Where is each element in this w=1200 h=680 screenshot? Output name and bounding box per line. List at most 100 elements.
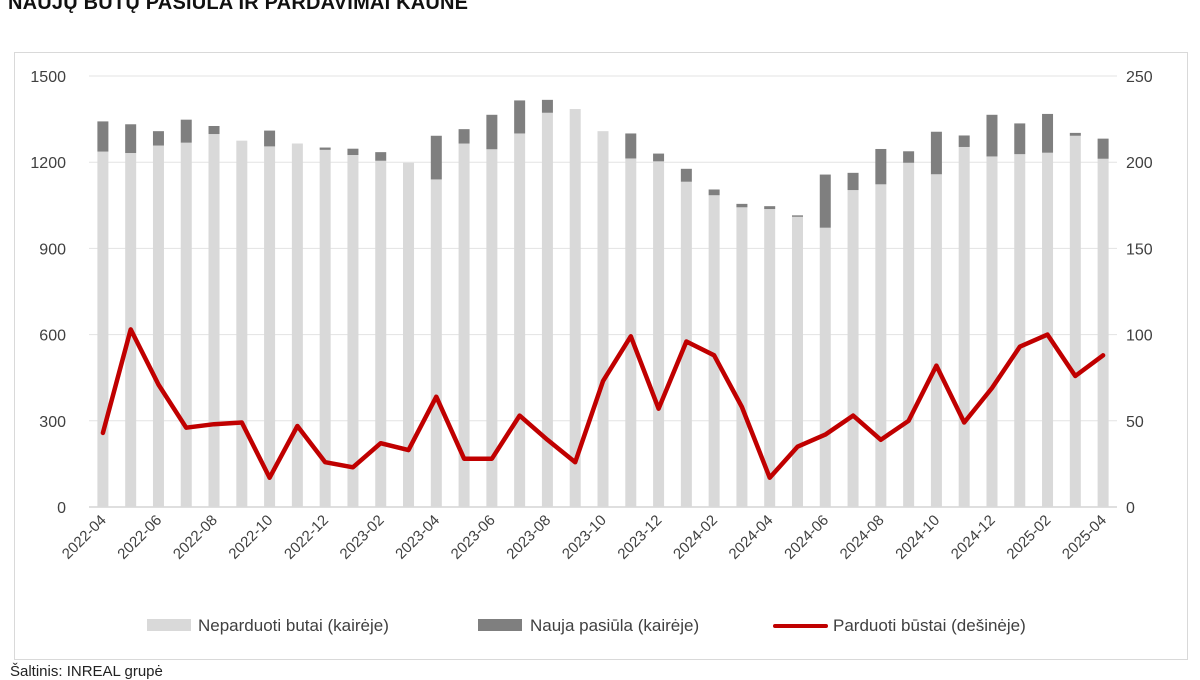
y-axis-right: 0 50 100 150 200 250 <box>1126 69 1153 517</box>
bar-unsold <box>541 112 553 508</box>
bar-unsold <box>208 134 220 508</box>
bar-new-offer <box>653 153 665 162</box>
bar-new-offer <box>764 206 776 210</box>
bar-unsold <box>403 162 415 508</box>
bar-unsold <box>597 131 609 507</box>
bar-unsold <box>180 142 192 508</box>
x-tick-label: 2023-06 <box>448 512 499 563</box>
bar-new-offer <box>819 174 831 228</box>
y-left-tick-label: 0 <box>57 500 66 517</box>
x-tick-label: 2024-12 <box>948 512 999 563</box>
y-right-tick-label: 100 <box>1126 328 1153 345</box>
bar-new-offer <box>375 152 387 161</box>
bar-unsold <box>903 162 915 508</box>
y-right-tick-label: 150 <box>1126 241 1153 258</box>
x-tick-label: 2022-06 <box>114 512 165 563</box>
chart: 0 300 600 900 1200 1500 0 50 100 150 200 250 2022-… <box>30 69 1153 635</box>
y-left-tick-label: 600 <box>39 328 66 345</box>
series-unsold-bars <box>97 109 1109 508</box>
y-right-tick-label: 0 <box>1126 500 1135 517</box>
bar-unsold <box>319 149 331 507</box>
x-tick-label: 2024-02 <box>670 512 721 563</box>
bar-unsold <box>930 174 942 507</box>
bar-new-offer <box>625 133 637 159</box>
bar-unsold <box>819 227 831 507</box>
bar-new-offer <box>264 130 276 147</box>
legend-swatch-unsold <box>147 619 191 631</box>
y-left-tick-label: 1500 <box>30 69 66 86</box>
bar-unsold <box>847 190 859 507</box>
bar-new-offer <box>1042 113 1054 153</box>
y-axis-left: 0 300 600 900 1200 1500 <box>30 69 66 517</box>
bar-unsold <box>1042 152 1054 507</box>
bar-unsold <box>958 146 970 508</box>
x-tick-label: 2023-04 <box>392 512 443 563</box>
bar-new-offer <box>458 129 470 144</box>
bar-new-offer <box>430 135 442 180</box>
x-tick-label: 2023-02 <box>337 512 388 563</box>
bar-unsold <box>736 207 748 507</box>
bar-new-offer <box>1097 138 1109 159</box>
legend: Neparduoti butai (kairėje) Nauja pasiūla… <box>147 616 1026 635</box>
bar-new-offer <box>152 131 164 146</box>
sold-line <box>100 327 1106 480</box>
series-new-offer-bars <box>97 99 1109 228</box>
x-tick-label: 2024-08 <box>837 512 888 563</box>
bar-unsold <box>291 143 303 508</box>
bar-new-offer <box>903 151 915 163</box>
x-tick-label: 2024-06 <box>781 512 832 563</box>
x-axis: 2022-04 2022-06 2022-08 2022-10 2022-12 2023-… <box>59 512 1110 563</box>
bar-new-offer <box>958 135 970 147</box>
series-sold-line <box>100 327 1106 480</box>
bar-new-offer <box>347 148 359 156</box>
x-tick-label: 2025-02 <box>1003 512 1054 563</box>
x-tick-label: 2023-08 <box>503 512 554 563</box>
x-tick-label: 2022-12 <box>281 512 332 563</box>
bar-new-offer <box>180 119 192 143</box>
bar-new-offer <box>97 121 109 152</box>
bar-unsold <box>875 184 887 508</box>
bar-new-offer <box>1069 132 1081 136</box>
bar-new-offer <box>791 215 803 217</box>
y-right-tick-label: 250 <box>1126 69 1153 86</box>
y-left-tick-label: 1200 <box>30 155 66 172</box>
bar-unsold <box>514 133 526 507</box>
y-left-tick-label: 900 <box>39 241 66 258</box>
bar-unsold <box>152 145 164 507</box>
y-right-tick-label: 200 <box>1126 155 1153 172</box>
x-tick-label: 2022-10 <box>225 512 276 563</box>
x-tick-label: 2025-04 <box>1059 512 1110 563</box>
y-right-tick-label: 50 <box>1126 414 1144 431</box>
x-tick-label: 2024-10 <box>892 512 943 563</box>
legend-label-sold: Parduoti būstai (dešinėje) <box>833 616 1026 635</box>
bar-new-offer <box>514 100 526 134</box>
bar-unsold <box>1014 154 1026 507</box>
bar-new-offer <box>986 114 998 157</box>
bar-new-offer <box>541 99 553 113</box>
bar-unsold <box>708 195 720 507</box>
bar-unsold <box>986 156 998 507</box>
bar-unsold <box>1069 135 1081 508</box>
bar-unsold <box>791 216 803 507</box>
bar-unsold <box>264 146 276 507</box>
bar-new-offer <box>736 203 748 208</box>
bar-unsold <box>458 143 470 508</box>
legend-label-unsold: Neparduoti butai (kairėje) <box>198 616 389 635</box>
bar-unsold <box>347 155 359 507</box>
x-tick-label: 2023-10 <box>559 512 610 563</box>
bar-new-offer <box>847 172 859 191</box>
bar-unsold <box>236 140 248 507</box>
source-note: Šaltinis: INREAL grupė <box>10 663 163 680</box>
legend-label-new-offer: Nauja pasiūla (kairėje) <box>530 616 699 635</box>
bar-new-offer <box>680 168 692 182</box>
bar-unsold <box>1097 158 1109 507</box>
bar-new-offer <box>875 148 887 185</box>
x-tick-label: 2024-04 <box>726 512 777 563</box>
legend-swatch-new-offer <box>478 619 522 631</box>
bar-unsold <box>653 161 665 507</box>
bar-unsold <box>97 151 109 507</box>
x-tick-label: 2023-12 <box>614 512 665 563</box>
bar-new-offer <box>486 114 498 150</box>
x-tick-label: 2022-04 <box>59 512 110 563</box>
bar-unsold <box>625 158 637 507</box>
